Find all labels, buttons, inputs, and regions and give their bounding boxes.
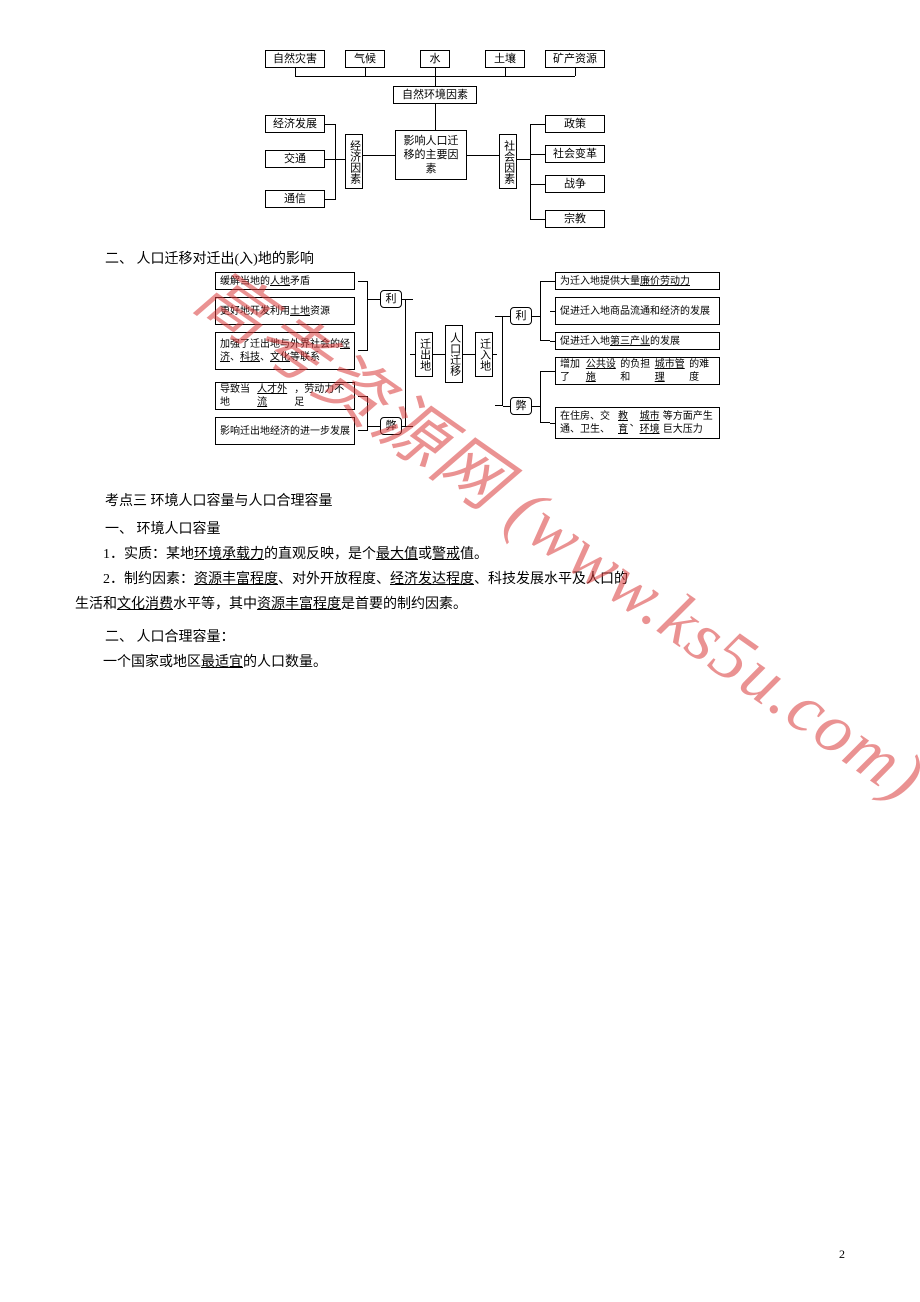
migration-center: 人口迁移 — [445, 325, 463, 383]
in-location: 迁入地 — [475, 332, 493, 377]
out-benefit-2: 更好地开发利用土地资源 — [215, 297, 355, 325]
in-benefit-1: 为迁入地提供大量廉价劳动力 — [555, 272, 720, 290]
box-policy: 政策 — [545, 115, 605, 133]
in-benefit-3: 促进迁入地第三产业的发展 — [555, 332, 720, 350]
text2: 2．制约因素：资源丰富程度、对外开放程度、经济发达程度、科技发展水平及人口的 — [75, 567, 845, 592]
section3-title: 考点三 环境人口容量与人口合理容量 — [105, 490, 845, 510]
out-benefit-3: 加强了迁出地与外界社会的经济、科技、文化等联系 — [215, 332, 355, 370]
in-benefit-label: 利 — [510, 307, 532, 325]
text1: 1．实质：某地环境承载力的直观反映，是个最大值或警戒值。 — [75, 542, 845, 567]
in-harm-label: 弊 — [510, 397, 532, 415]
box-war: 战争 — [545, 175, 605, 193]
box-soil: 土壤 — [485, 50, 525, 68]
sub1-title: 一、 环境人口容量 — [105, 518, 845, 538]
box-religion: 宗教 — [545, 210, 605, 228]
out-harm-1: 导致当地人才外流，劳动力不足 — [215, 382, 355, 410]
box-econ-factor: 经济因素 — [345, 134, 363, 189]
text2b: 生活和文化消费水平等，其中资源丰富程度是首要的制约因素。 — [75, 592, 845, 617]
box-disaster: 自然灾害 — [265, 50, 325, 68]
migration-effects-diagram: 缓解当地的人地矛盾 更好地开发利用土地资源 加强了迁出地与外界社会的经济、科技、… — [215, 272, 795, 482]
sub2-title: 二、 人口合理容量： — [105, 626, 845, 646]
box-climate: 气候 — [345, 50, 385, 68]
box-nature-factor: 自然环境因素 — [393, 86, 477, 104]
page-number: 2 — [839, 1247, 845, 1262]
box-mineral: 矿产资源 — [545, 50, 605, 68]
box-center: 影响人口迁移的主要因素 — [395, 130, 467, 180]
box-social-change: 社会变革 — [545, 145, 605, 163]
box-comm: 通信 — [265, 190, 325, 208]
out-location: 迁出地 — [415, 332, 433, 377]
out-harm-label: 弊 — [380, 417, 402, 435]
text3: 一个国家或地区最适宜的人口数量。 — [75, 650, 845, 675]
out-benefit-1: 缓解当地的人地矛盾 — [215, 272, 355, 290]
box-transport: 交通 — [265, 150, 325, 168]
box-econ-dev: 经济发展 — [265, 115, 325, 133]
box-social-factor: 社会因素 — [499, 134, 517, 189]
out-harm-2: 影响迁出地经济的进一步发展 — [215, 417, 355, 445]
in-benefit-2: 促进迁入地商品流通和经济的发展 — [555, 297, 720, 325]
in-harm-2: 在住房、交通、卫生、教育、城市环境等方面产生巨大压力 — [555, 407, 720, 439]
section2-title: 二、 人口迁移对迁出(入)地的影响 — [105, 248, 845, 268]
box-water: 水 — [420, 50, 450, 68]
factors-diagram: 自然灾害 气候 水 土壤 矿产资源 自然环境因素 经济发展 交通 通信 经济因素… — [245, 50, 765, 240]
out-benefit-label: 利 — [380, 290, 402, 308]
in-harm-1: 增加了公共设施的负担和城市管理的难度 — [555, 357, 720, 385]
